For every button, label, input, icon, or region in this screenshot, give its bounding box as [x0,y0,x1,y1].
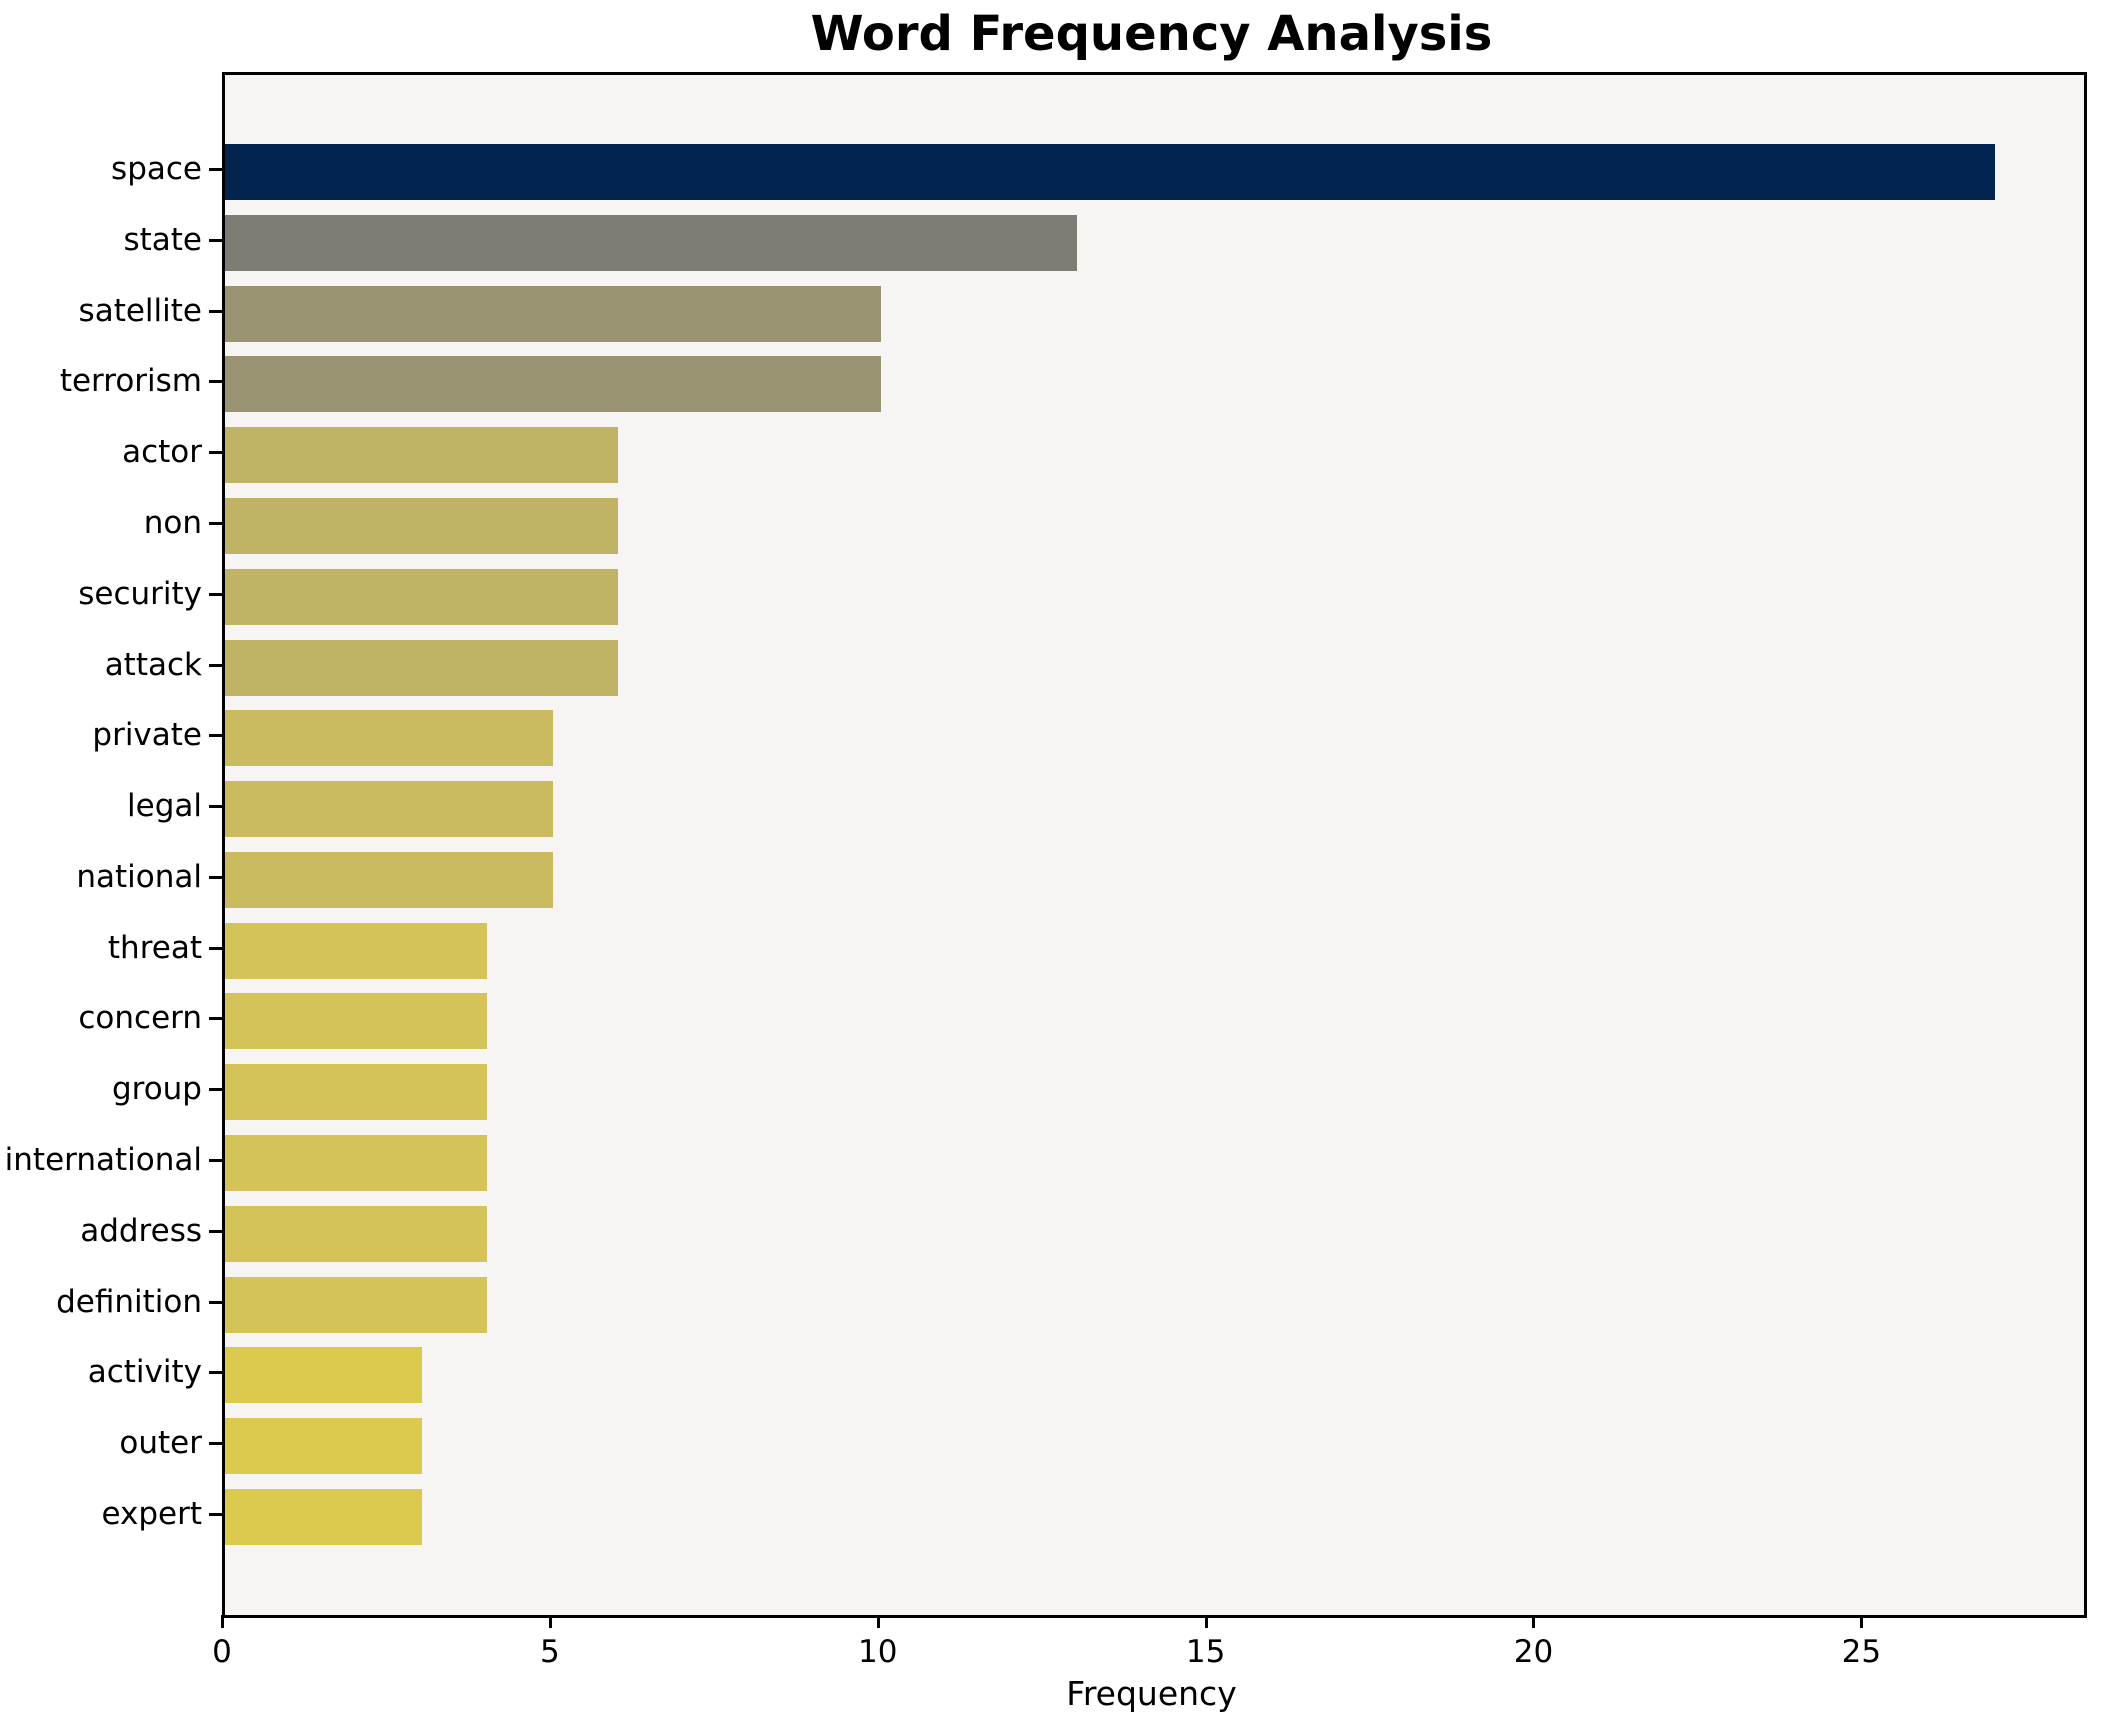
bar-satellite [225,285,881,342]
y-tick-mark [209,1442,222,1446]
bar-space [225,144,1996,200]
y-tick-label-address: address [80,1212,202,1249]
y-tick-mark [209,521,222,525]
y-tick-label-activity: activity [87,1354,202,1391]
x-tick-mark [1860,1615,1864,1628]
bar-terrorism [225,356,881,413]
x-tick-mark [221,1615,224,1628]
bar-legal [225,781,553,838]
bar-international [225,1135,488,1192]
y-tick-label-attack: attack [104,646,202,683]
y-tick-mark [209,875,222,879]
bar-definition [225,1276,488,1333]
x-tick-label-25: 25 [1841,1634,1882,1670]
y-tick-label-terrorism: terrorism [59,363,202,400]
y-tick-mark [209,663,222,667]
bar-actor [225,427,619,484]
x-tick-label-0: 0 [212,1634,232,1670]
bar-activity [225,1347,422,1404]
y-tick-label-state: state [123,221,202,258]
y-tick-mark [209,805,222,809]
y-tick-label-security: security [78,575,202,612]
x-tick-label-5: 5 [539,1634,560,1670]
y-tick-label-legal: legal [127,788,202,825]
y-tick-label-actor: actor [122,434,202,471]
y-tick-label-concern: concern [78,1000,202,1037]
x-tick-mark [1204,1615,1208,1628]
y-tick-mark [209,451,222,455]
y-tick-mark [209,168,222,171]
bar-non [225,497,619,554]
bar-attack [225,639,619,696]
bar-address [225,1205,488,1262]
y-tick-label-international: international [4,1142,202,1179]
y-tick-label-satellite: satellite [78,292,202,329]
y-tick-label-private: private [92,717,202,754]
y-tick-mark [209,1371,222,1375]
y-tick-label-group: group [111,1071,202,1108]
y-tick-label-national: national [76,858,202,895]
y-tick-mark [209,1229,222,1233]
y-tick-mark [209,1300,222,1304]
bar-security [225,568,619,625]
y-tick-mark [209,592,222,596]
y-tick-mark [209,946,222,950]
x-tick-mark [1532,1615,1536,1628]
bar-state [225,214,1078,271]
plot-area [222,72,2087,1618]
bar-outer [225,1418,422,1475]
bar-group [225,1064,488,1121]
bar-threat [225,922,488,979]
y-tick-label-expert: expert [101,1496,202,1532]
bar-expert [225,1489,422,1545]
x-tick-label-20: 20 [1513,1634,1554,1670]
y-tick-mark [209,1017,222,1021]
y-tick-label-threat: threat [107,929,202,966]
y-tick-mark [209,238,222,242]
y-tick-mark [209,380,222,384]
y-tick-mark [209,1513,222,1516]
x-tick-mark [548,1615,552,1628]
x-tick-mark [876,1615,880,1628]
bar-concern [225,993,488,1050]
y-tick-mark [209,1088,222,1092]
y-tick-label-non: non [143,504,202,541]
bar-private [225,710,553,767]
y-tick-mark [209,309,222,313]
y-tick-label-outer: outer [119,1425,202,1462]
bar-national [225,851,553,908]
chart-title: Word Frequency Analysis [810,6,1493,62]
y-tick-mark [209,734,222,738]
x-axis-label: Frequency [1066,1674,1237,1713]
y-tick-label-definition: definition [56,1283,202,1320]
x-tick-label-10: 10 [857,1634,898,1670]
x-tick-label-15: 15 [1185,1634,1226,1670]
y-tick-mark [209,1159,222,1163]
y-tick-label-space: space [111,151,202,187]
